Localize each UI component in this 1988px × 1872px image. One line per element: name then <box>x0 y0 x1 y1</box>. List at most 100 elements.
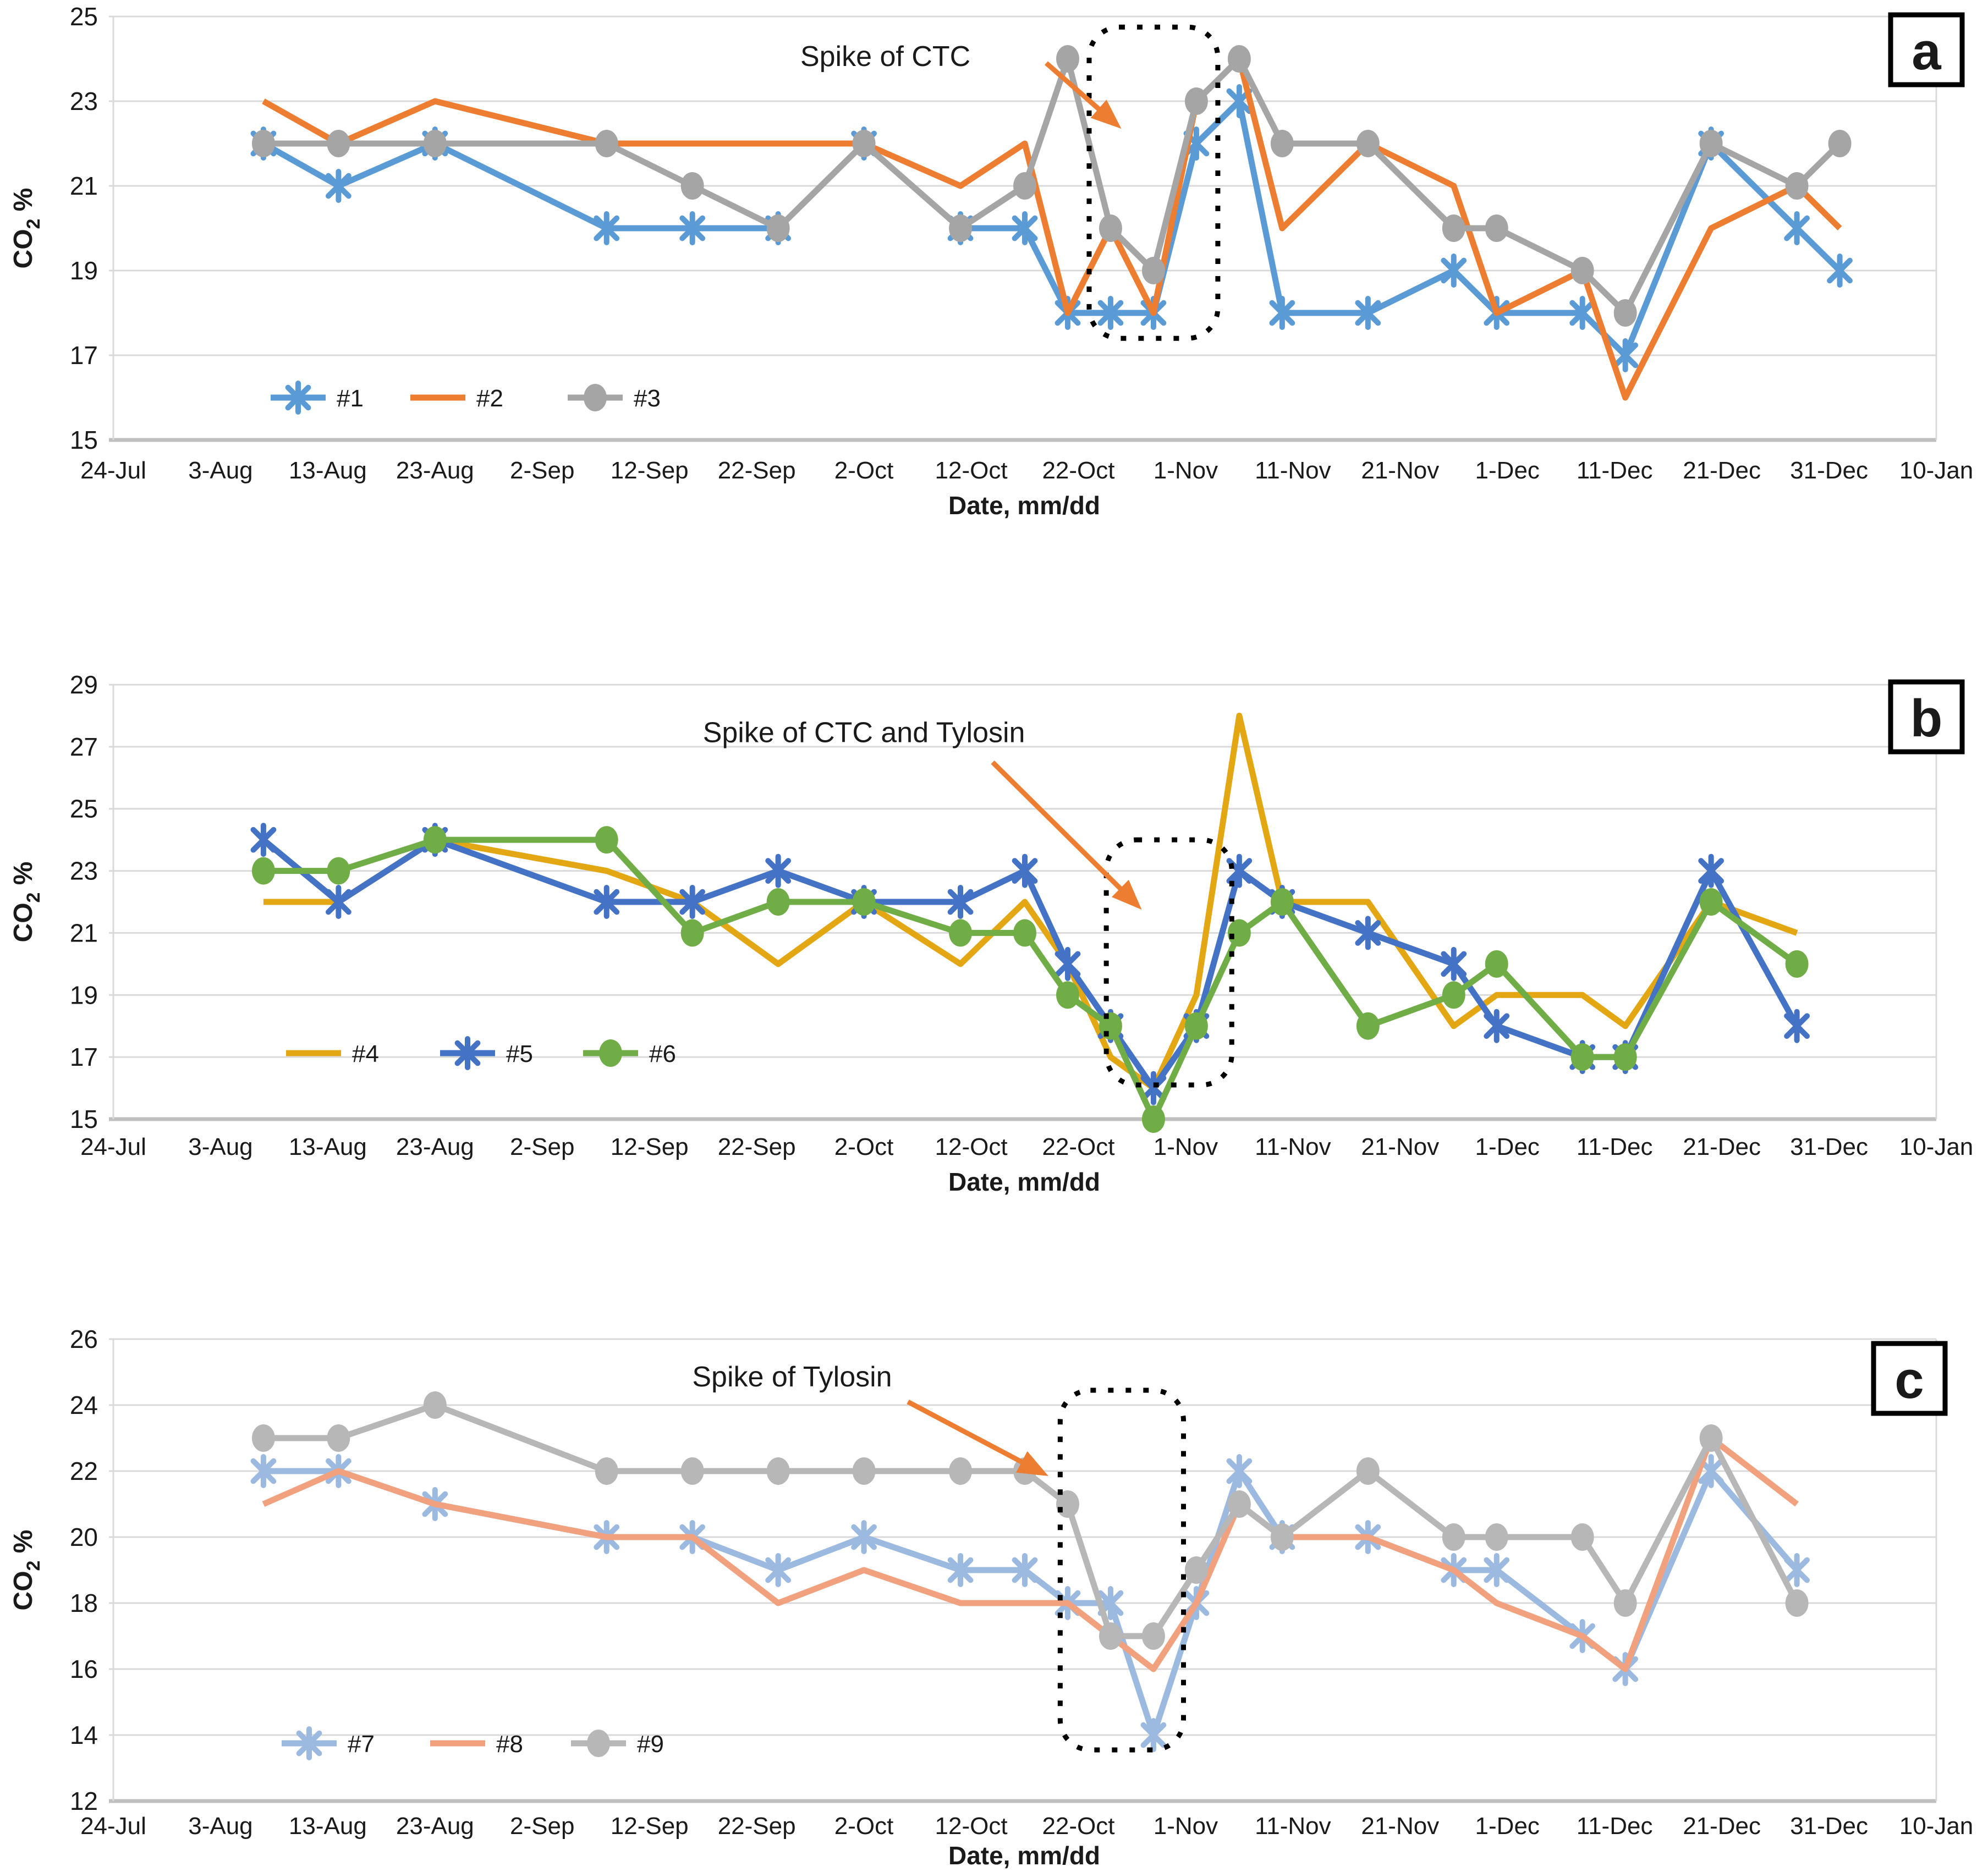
annotation-text: Spike of Tylosin <box>692 1361 892 1393</box>
x-marker <box>1441 254 1467 288</box>
x-tick-labels: 24-Jul 3-Aug 13-Aug 23-Aug 2-Sep 12-Sep 22-Sep… <box>80 1133 1973 1160</box>
series-num9 <box>251 1391 1809 1650</box>
x-tick-label: 1-Dec <box>1475 1133 1540 1160</box>
x-marker <box>454 1036 481 1070</box>
x-tick-label: 3-Aug <box>188 457 252 484</box>
y-tick-label: 19 <box>70 256 98 285</box>
circle-marker <box>1270 888 1294 916</box>
circle-marker <box>1227 919 1251 947</box>
circle-marker <box>1828 130 1852 157</box>
x-marker <box>1784 1553 1810 1587</box>
circle-marker <box>1699 1424 1723 1452</box>
x-marker <box>1097 296 1124 330</box>
x-tick-label: 13-Aug <box>289 457 367 484</box>
x-tick-label: 2-Sep <box>510 1133 574 1160</box>
x-marker <box>594 211 620 245</box>
y-tick-label: 14 <box>70 1721 98 1749</box>
legend-label: #1 <box>337 385 364 412</box>
circle-marker <box>1570 1523 1594 1551</box>
series-num6 <box>251 826 1809 1133</box>
circle-marker <box>1485 950 1508 978</box>
x-tick-label: 2-Oct <box>834 1133 894 1160</box>
circle-marker <box>1270 1523 1294 1551</box>
x-tick-label: 11-Dec <box>1577 457 1653 484</box>
x-marker <box>1698 854 1725 888</box>
circle-marker <box>949 214 973 242</box>
legend-item-num7: #7 <box>282 1726 375 1760</box>
x-tick-label: 10-Jan <box>1899 457 1974 484</box>
x-marker <box>851 1520 877 1554</box>
circle-marker <box>1785 950 1809 978</box>
legend-item-num9: #9 <box>571 1730 664 1758</box>
x-axis-title: Date, mm/dd <box>948 491 1100 520</box>
circle-marker <box>1227 1490 1251 1518</box>
x-tick-label: 1-Dec <box>1475 1813 1540 1840</box>
x-tick-label: 13-Aug <box>289 1813 367 1840</box>
circle-marker <box>1613 1043 1637 1071</box>
x-marker <box>765 1553 792 1587</box>
circle-marker <box>1184 1012 1208 1040</box>
arrow-head <box>1015 1451 1048 1476</box>
legend-item-num5: #5 <box>440 1036 533 1070</box>
circle-marker <box>766 888 790 916</box>
circle-marker <box>327 1424 350 1452</box>
circle-marker <box>1699 888 1723 916</box>
panel-letter-border <box>1888 679 1965 755</box>
circle-marker <box>1099 1012 1122 1040</box>
y-tick-label: 20 <box>70 1523 98 1551</box>
x-marker <box>1012 854 1038 888</box>
circle-marker <box>587 1730 610 1757</box>
x-tick-label: 12-Oct <box>935 1133 1008 1160</box>
x-marker <box>947 1553 974 1587</box>
y-tick-label: 17 <box>70 1043 98 1071</box>
circle-marker <box>251 130 275 157</box>
circle-marker <box>1570 257 1594 284</box>
y-tick-label: 22 <box>70 1457 98 1485</box>
circle-marker <box>595 826 618 854</box>
gridlines <box>109 1338 1937 1803</box>
x-tick-label: 12-Oct <box>935 457 1008 484</box>
circle-marker <box>1184 1556 1208 1584</box>
circle-marker <box>949 1457 973 1485</box>
circle-marker <box>1141 1622 1165 1650</box>
x-tick-label: 22-Oct <box>1042 1133 1114 1160</box>
circle-marker <box>423 130 447 157</box>
legend-item-num4: #4 <box>286 1040 379 1067</box>
y-tick-label: 21 <box>70 172 98 200</box>
x-tick-label: 24-Jul <box>80 1813 146 1840</box>
x-tick-label: 21-Dec <box>1683 457 1761 484</box>
circle-marker <box>852 130 876 157</box>
annotation-spike: Spike of CTC and Tylosin <box>703 717 1142 910</box>
arrow-shaft <box>907 1400 1034 1470</box>
legend-item-num2: #2 <box>410 385 503 412</box>
circle-marker <box>595 1457 618 1485</box>
panel-letter-box: b <box>1888 679 1965 755</box>
x-tick-label: 2-Sep <box>510 457 574 484</box>
x-axis-title-text: Date, mm/dd <box>948 1841 1100 1870</box>
circle-marker <box>1227 45 1251 73</box>
x-marker <box>285 381 311 415</box>
circle-marker <box>1141 257 1165 284</box>
x-tick-label: 10-Jan <box>1899 1813 1974 1840</box>
x-marker <box>1226 1454 1253 1488</box>
x-tick-label: 11-Nov <box>1255 1813 1331 1840</box>
y-axis-title: CO2 % <box>9 862 44 943</box>
circle-marker <box>327 857 350 885</box>
x-marker <box>1827 254 1853 288</box>
arrow-head <box>1111 879 1142 910</box>
x-tick-label: 12-Oct <box>935 1813 1008 1840</box>
x-marker <box>1784 1009 1810 1043</box>
x-tick-label: 12-Sep <box>611 1813 689 1840</box>
x-tick-labels: 24-Jul 3-Aug 13-Aug 23-Aug 2-Sep 12-Sep 22-Sep… <box>80 457 1973 484</box>
panel-letter: a <box>1912 22 1941 81</box>
x-tick-label: 12-Sep <box>611 1133 689 1160</box>
x-tick-label: 21-Nov <box>1361 1133 1439 1160</box>
spike-dotted-box <box>1086 24 1221 341</box>
x-marker <box>1012 211 1038 245</box>
x-marker <box>1612 338 1639 372</box>
x-tick-label: 2-Sep <box>510 1813 574 1840</box>
circle-marker <box>1699 130 1723 157</box>
x-axis-title: Date, mm/dd <box>948 1841 1100 1870</box>
